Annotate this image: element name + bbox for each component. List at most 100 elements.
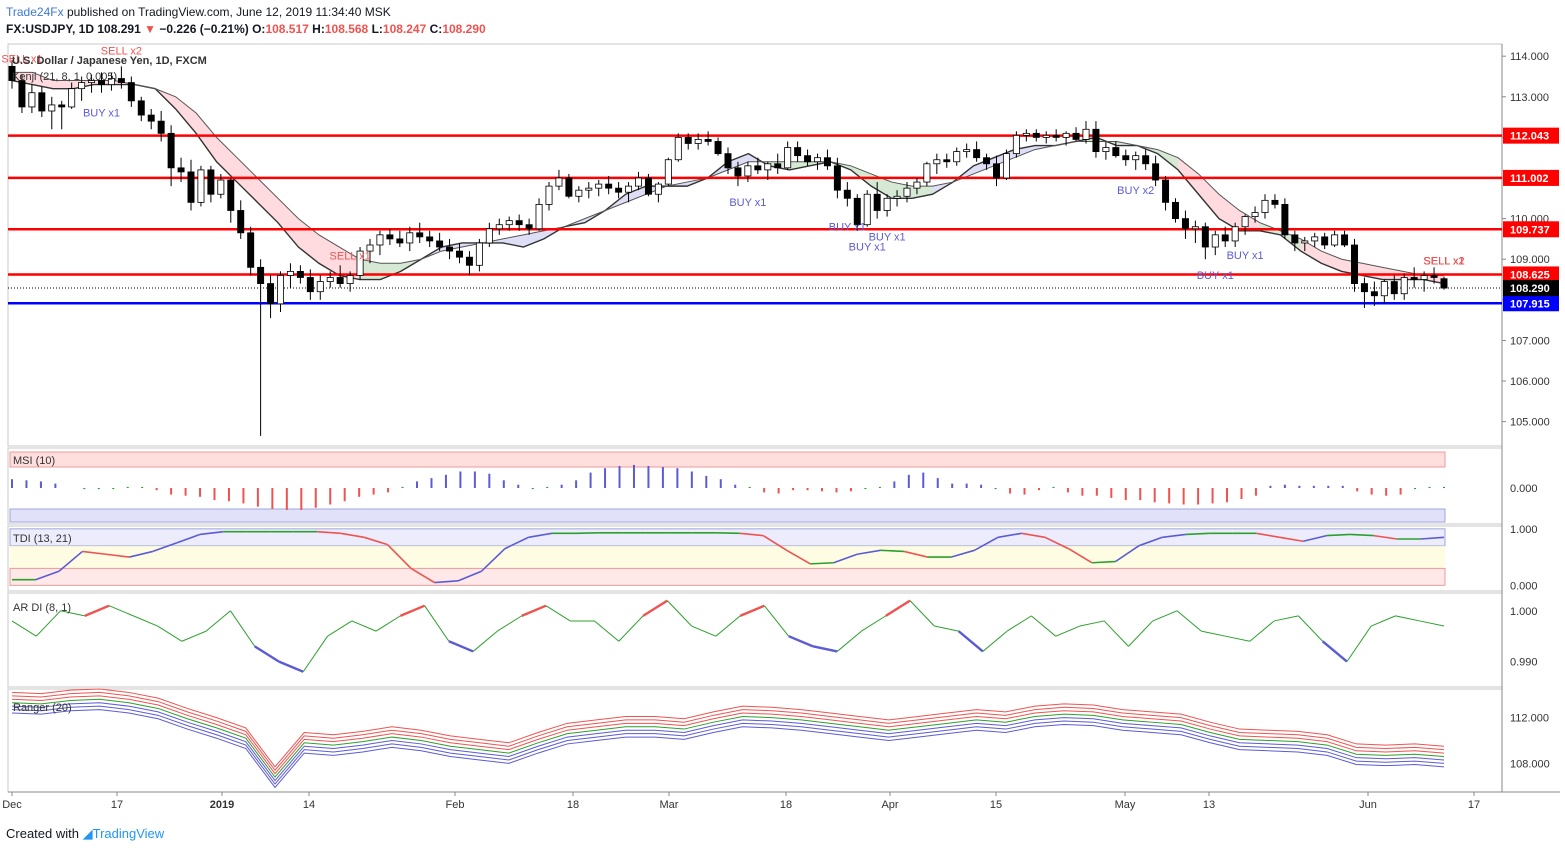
ardi-line-segment [1370,615,1396,627]
x-tick-label: Feb [446,799,465,811]
kenji-cloud-segment [1178,157,1199,195]
tdi-tick-label: 1.000 [1510,524,1538,536]
tdi-tick-label: 0.000 [1510,580,1538,592]
ardi-line-segment [157,625,183,642]
tdi-line-segment [1420,536,1445,540]
tdi-line-segment [457,570,482,582]
candle-down [1271,199,1279,205]
candle-up [326,277,334,282]
publish-header: Trade24Fx published on TradingView.com, … [6,5,391,20]
sell-signal-label: SELL x1 [1,53,42,65]
kenji-cloud-segment [1280,230,1301,252]
ardi-line-segment [812,645,838,653]
ardi-line-segment [399,604,426,617]
candle-up [953,151,961,163]
tdi-line-segment [856,549,881,556]
candle-down [187,171,195,203]
candle-down [18,80,26,108]
candle-down [446,246,454,252]
candle-down [754,165,762,171]
ardi-line-segment [1079,620,1105,627]
candle-down [436,240,444,248]
candle-up [595,183,603,189]
ardi-line-segment [739,604,765,617]
low-label: L: [371,22,383,36]
candle-down [98,80,105,86]
kenji-cloud-segment [257,178,278,223]
open-label: O: [252,22,266,36]
tdi-lower-zone [9,567,1446,586]
candle-down [605,183,613,189]
candle-down [873,193,881,211]
candle-down [1122,155,1130,161]
candle-down [515,220,523,226]
tradingview-link[interactable]: TradingView [92,826,165,841]
candle-up [575,189,583,197]
sell-signal-label: SELL x1 [1423,256,1464,268]
ardi-line-segment [836,630,862,652]
candle-up [1132,155,1140,161]
last-price-label: 108.290 [1510,283,1550,295]
candle-up [1400,277,1408,295]
buy-signal-label: BUY x1 [1227,250,1264,262]
ardi-line-segment [108,605,134,617]
ardi-line-segment [1395,615,1420,622]
level-label-bg [1503,127,1559,144]
ardi-line-segment [1273,615,1299,622]
tdi-line-segment [997,532,1022,539]
candle-down [1430,275,1438,278]
tradingview-logo-icon[interactable]: ◢ [82,826,93,841]
ardi-line-segment [472,630,498,652]
candle-up [1380,281,1388,297]
x-tick-label: Apr [881,799,898,811]
x-tick-label: 18 [780,799,792,811]
candle-up [674,136,682,161]
candle-down [1281,203,1289,236]
ranger-band-line [11,695,1445,775]
ardi-line-segment [181,630,207,642]
ardi-line-segment [60,610,85,617]
msi-tick-label: 0.000 [1510,483,1538,495]
candle-down [843,189,851,199]
ardi-line-segment [545,605,571,622]
candle-up [555,177,563,187]
candle-down [1440,278,1448,289]
tdi-line-segment [105,553,130,558]
sell-signal-label: SELL x1 [1423,256,1464,268]
candle-up [78,82,86,90]
candle-up [197,169,205,203]
chart-area[interactable]: 105.000106.000107.000108.000109.000110.0… [0,40,1565,820]
brand-name[interactable]: Trade24Fx [6,5,64,19]
tdi-line-segment [387,544,412,569]
tdi-line-segment [480,548,506,572]
y-tick-label: 105.000 [1510,417,1550,429]
candle-down [774,163,782,169]
ardi-line-segment [1225,635,1250,642]
ardi-line-segment [302,635,328,673]
candle-down [267,283,275,305]
ardi-line-segment [1103,620,1129,647]
ardi-line-segment [934,625,959,632]
candle-up [535,203,543,230]
ranger-band-line [11,702,1445,782]
candle-down [426,236,434,242]
kenji-cloud-segment [52,80,74,89]
ardi-line-segment [1031,615,1056,637]
kenji-cloud-segment [1218,194,1240,231]
candle-down [833,165,841,191]
quote-line: FX:USDJPY, 1D 108.291 ▼ −0.226 (−0.21%) … [6,22,486,36]
tdi-line-segment [434,580,459,584]
msi-oversold-zone [9,508,1446,523]
candle-up [694,139,702,144]
candle-down [38,92,46,112]
candle-down [1370,291,1378,297]
ardi-line-segment [84,604,110,617]
candle-up [744,165,752,177]
candle-down [1092,128,1100,153]
candle-up [585,187,593,191]
ranger-band-line [11,688,1445,768]
down-arrow-icon: ▼ [144,22,156,36]
publish-info: published on TradingView.com, June 12, 2… [66,5,391,19]
level-label: 108.625 [1510,269,1550,281]
candle-down [1142,155,1150,165]
